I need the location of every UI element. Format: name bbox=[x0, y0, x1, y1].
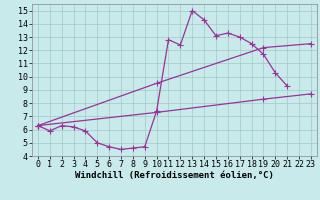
X-axis label: Windchill (Refroidissement éolien,°C): Windchill (Refroidissement éolien,°C) bbox=[75, 171, 274, 180]
